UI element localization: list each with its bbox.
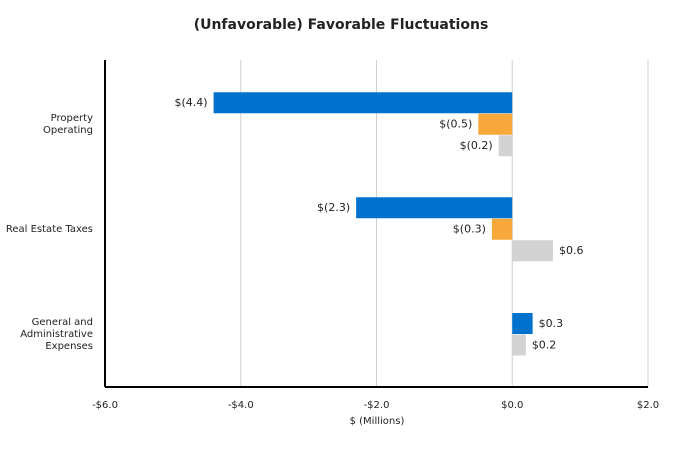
value-label: $(0.3) [453,223,486,236]
value-label: $0.3 [539,317,564,330]
value-label: $(4.4) [175,96,208,109]
x-tick-label: -$2.0 [364,400,390,411]
bar [512,334,526,356]
bar [213,92,513,114]
value-label: $0.2 [532,338,557,351]
x-axis-label: $ (Millions) [350,416,405,427]
value-label: $0.6 [559,244,584,257]
x-tick-label: -$6.0 [92,400,118,411]
y-tick-label: General and Administrative Expenses [20,316,93,352]
bar [491,218,513,240]
bar [512,313,533,334]
x-tick-label: $2.0 [637,400,659,411]
chart-title: (Unfavorable) Favorable Fluctuations [194,17,489,33]
bar [478,113,513,135]
value-label: $(2.3) [317,201,350,214]
y-tick-label: Real Estate Taxes [5,223,93,235]
bar [512,240,553,262]
value-label: $(0.2) [460,139,493,152]
bar [356,197,513,219]
bar [498,135,513,157]
x-tick-label: $0.0 [501,400,523,411]
y-tick-label: Property Operating [43,112,93,136]
value-label: $(0.5) [439,118,472,131]
x-tick-label: -$4.0 [228,400,254,411]
